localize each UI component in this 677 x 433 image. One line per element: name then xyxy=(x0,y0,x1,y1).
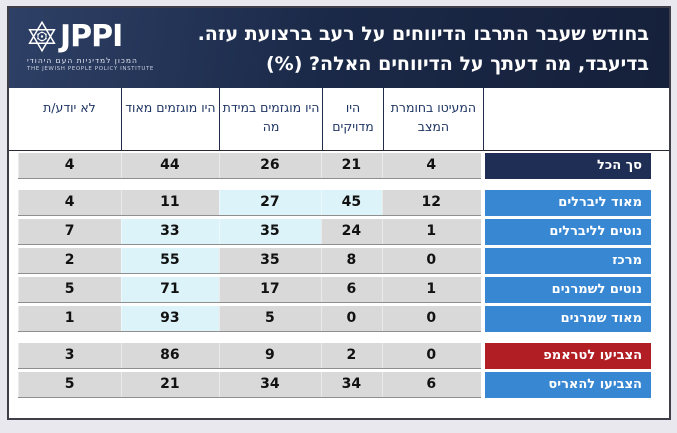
value-cell: 21 xyxy=(321,153,382,179)
table-row: מרכז 0 8 35 55 2 xyxy=(18,248,651,274)
row-label: נוטים לשמרנים xyxy=(484,277,651,303)
column-header: המעיטו בחומרת המצב xyxy=(384,88,484,150)
value-cell: 0 xyxy=(381,343,481,369)
row-label: סך הכל xyxy=(484,153,651,179)
table-row: מאוד ליברלים 12 45 27 11 4 xyxy=(18,190,651,216)
value-cell: 4 xyxy=(18,190,122,216)
infographic-panel: JPPI המכון למדיניות העם היהודי THE JEWIS… xyxy=(7,6,671,420)
column-header: היו מוגזמים מאוד xyxy=(122,88,220,150)
table-row: נוטים לליברלים 1 24 35 33 7 xyxy=(18,219,651,245)
column-header: היו מוגזמים במידת מה xyxy=(220,88,324,150)
value-cell: 1 xyxy=(381,277,481,303)
jppi-logo-acronym: JPPI xyxy=(60,18,123,54)
jppi-logo-hebrew-name: המכון למדיניות העם היהודי xyxy=(27,56,138,65)
value-cell: 12 xyxy=(381,190,481,216)
row-label: נוטים לליברלים xyxy=(484,219,651,245)
value-cell: 0 xyxy=(381,306,481,332)
value-cell: 3 xyxy=(18,343,122,369)
value-cell: 5 xyxy=(218,306,322,332)
table-row: סך הכל 4 21 26 44 4 xyxy=(18,153,651,179)
value-cell-highlighted: 27 xyxy=(218,190,322,216)
row-label: מאוד שמרנים xyxy=(484,306,651,332)
value-cell: 5 xyxy=(18,277,122,303)
value-cell-highlighted: 45 xyxy=(321,190,382,216)
value-cell-highlighted: 33 xyxy=(121,219,219,245)
value-cell: 8 xyxy=(321,248,382,274)
column-header-row: המעיטו בחומרת המצב היו מדויקים היו מוגזמים… xyxy=(18,88,651,150)
table-section-ideology: מאוד ליברלים 12 45 27 11 4 נוטים לליברלים 1 24 35… xyxy=(18,190,651,332)
value-cell: 1 xyxy=(18,306,122,332)
value-cell-highlighted: 35 xyxy=(218,219,322,245)
star-of-david-icon xyxy=(28,20,56,53)
value-cell-highlighted: 55 xyxy=(121,248,219,274)
table-row: נוטים לשמרנים 1 6 17 71 5 xyxy=(18,277,651,303)
header-band: JPPI המכון למדיניות העם היהודי THE JEWIS… xyxy=(9,8,669,88)
value-cell: 35 xyxy=(218,248,322,274)
row-label: מרכז xyxy=(484,248,651,274)
value-cell: 0 xyxy=(321,306,382,332)
jppi-logo-english-name: THE JEWISH PEOPLE POLICY INSTITUTE xyxy=(27,66,154,72)
value-cell: 6 xyxy=(321,277,382,303)
table-section-total: סך הכל 4 21 26 44 4 xyxy=(18,153,651,179)
chart-title-line1: בחודש שעבר התרבו הדיווחים על רעב ברצועת … xyxy=(197,23,649,45)
row-label-header-empty xyxy=(484,88,651,150)
value-cell: 11 xyxy=(121,190,219,216)
value-cell: 4 xyxy=(18,153,122,179)
column-header: לא יודע/ת xyxy=(18,88,122,150)
row-label: הצביעו לטראמפ xyxy=(484,343,651,369)
value-cell: 9 xyxy=(218,343,322,369)
value-cell: 5 xyxy=(18,372,122,398)
value-cell: 6 xyxy=(381,372,481,398)
row-label: מאוד ליברלים xyxy=(484,190,651,216)
value-cell: 44 xyxy=(121,153,219,179)
value-cell: 0 xyxy=(381,248,481,274)
column-header: היו מדויקים xyxy=(323,88,384,150)
table-row: הצביעו לטראמפ 0 2 9 86 3 xyxy=(18,343,651,369)
row-label: הצביעו להאריס xyxy=(484,372,651,398)
column-header-band: המעיטו בחומרת המצב היו מדויקים היו מוגזמים… xyxy=(9,88,669,151)
jppi-logo: JPPI המכון למדיניות העם היהודי THE JEWIS… xyxy=(27,20,177,72)
value-cell: 34 xyxy=(218,372,322,398)
value-cell: 2 xyxy=(18,248,122,274)
table-body: סך הכל 4 21 26 44 4 מאוד ליברלים 12 45 27 11 4 נוטים… xyxy=(18,153,651,398)
chart-title: בחודש שעבר התרבו הדיווחים על רעב ברצועת … xyxy=(198,19,649,79)
value-cell: 21 xyxy=(121,372,219,398)
value-cell: 34 xyxy=(321,372,382,398)
value-cell: 24 xyxy=(321,219,382,245)
value-cell: 1 xyxy=(381,219,481,245)
jppi-logo-top: JPPI xyxy=(27,20,177,53)
chart-title-line2: בדיעבד, מה דעתך על הדיווחים האלה? (%) xyxy=(266,53,649,75)
value-cell: 7 xyxy=(18,219,122,245)
table-row: הצביעו להאריס 6 34 34 21 5 xyxy=(18,372,651,398)
value-cell: 4 xyxy=(381,153,481,179)
value-cell: 26 xyxy=(218,153,322,179)
value-cell: 2 xyxy=(321,343,382,369)
table-section-vote-2024: הצביעו לטראמפ 0 2 9 86 3 הצביעו להאריס 6 34 34 21 5 xyxy=(18,343,651,398)
value-cell: 17 xyxy=(218,277,322,303)
value-cell-highlighted: 71 xyxy=(121,277,219,303)
value-cell: 86 xyxy=(121,343,219,369)
table-row: מאוד שמרנים 0 0 5 93 1 xyxy=(18,306,651,332)
value-cell-highlighted: 93 xyxy=(121,306,219,332)
